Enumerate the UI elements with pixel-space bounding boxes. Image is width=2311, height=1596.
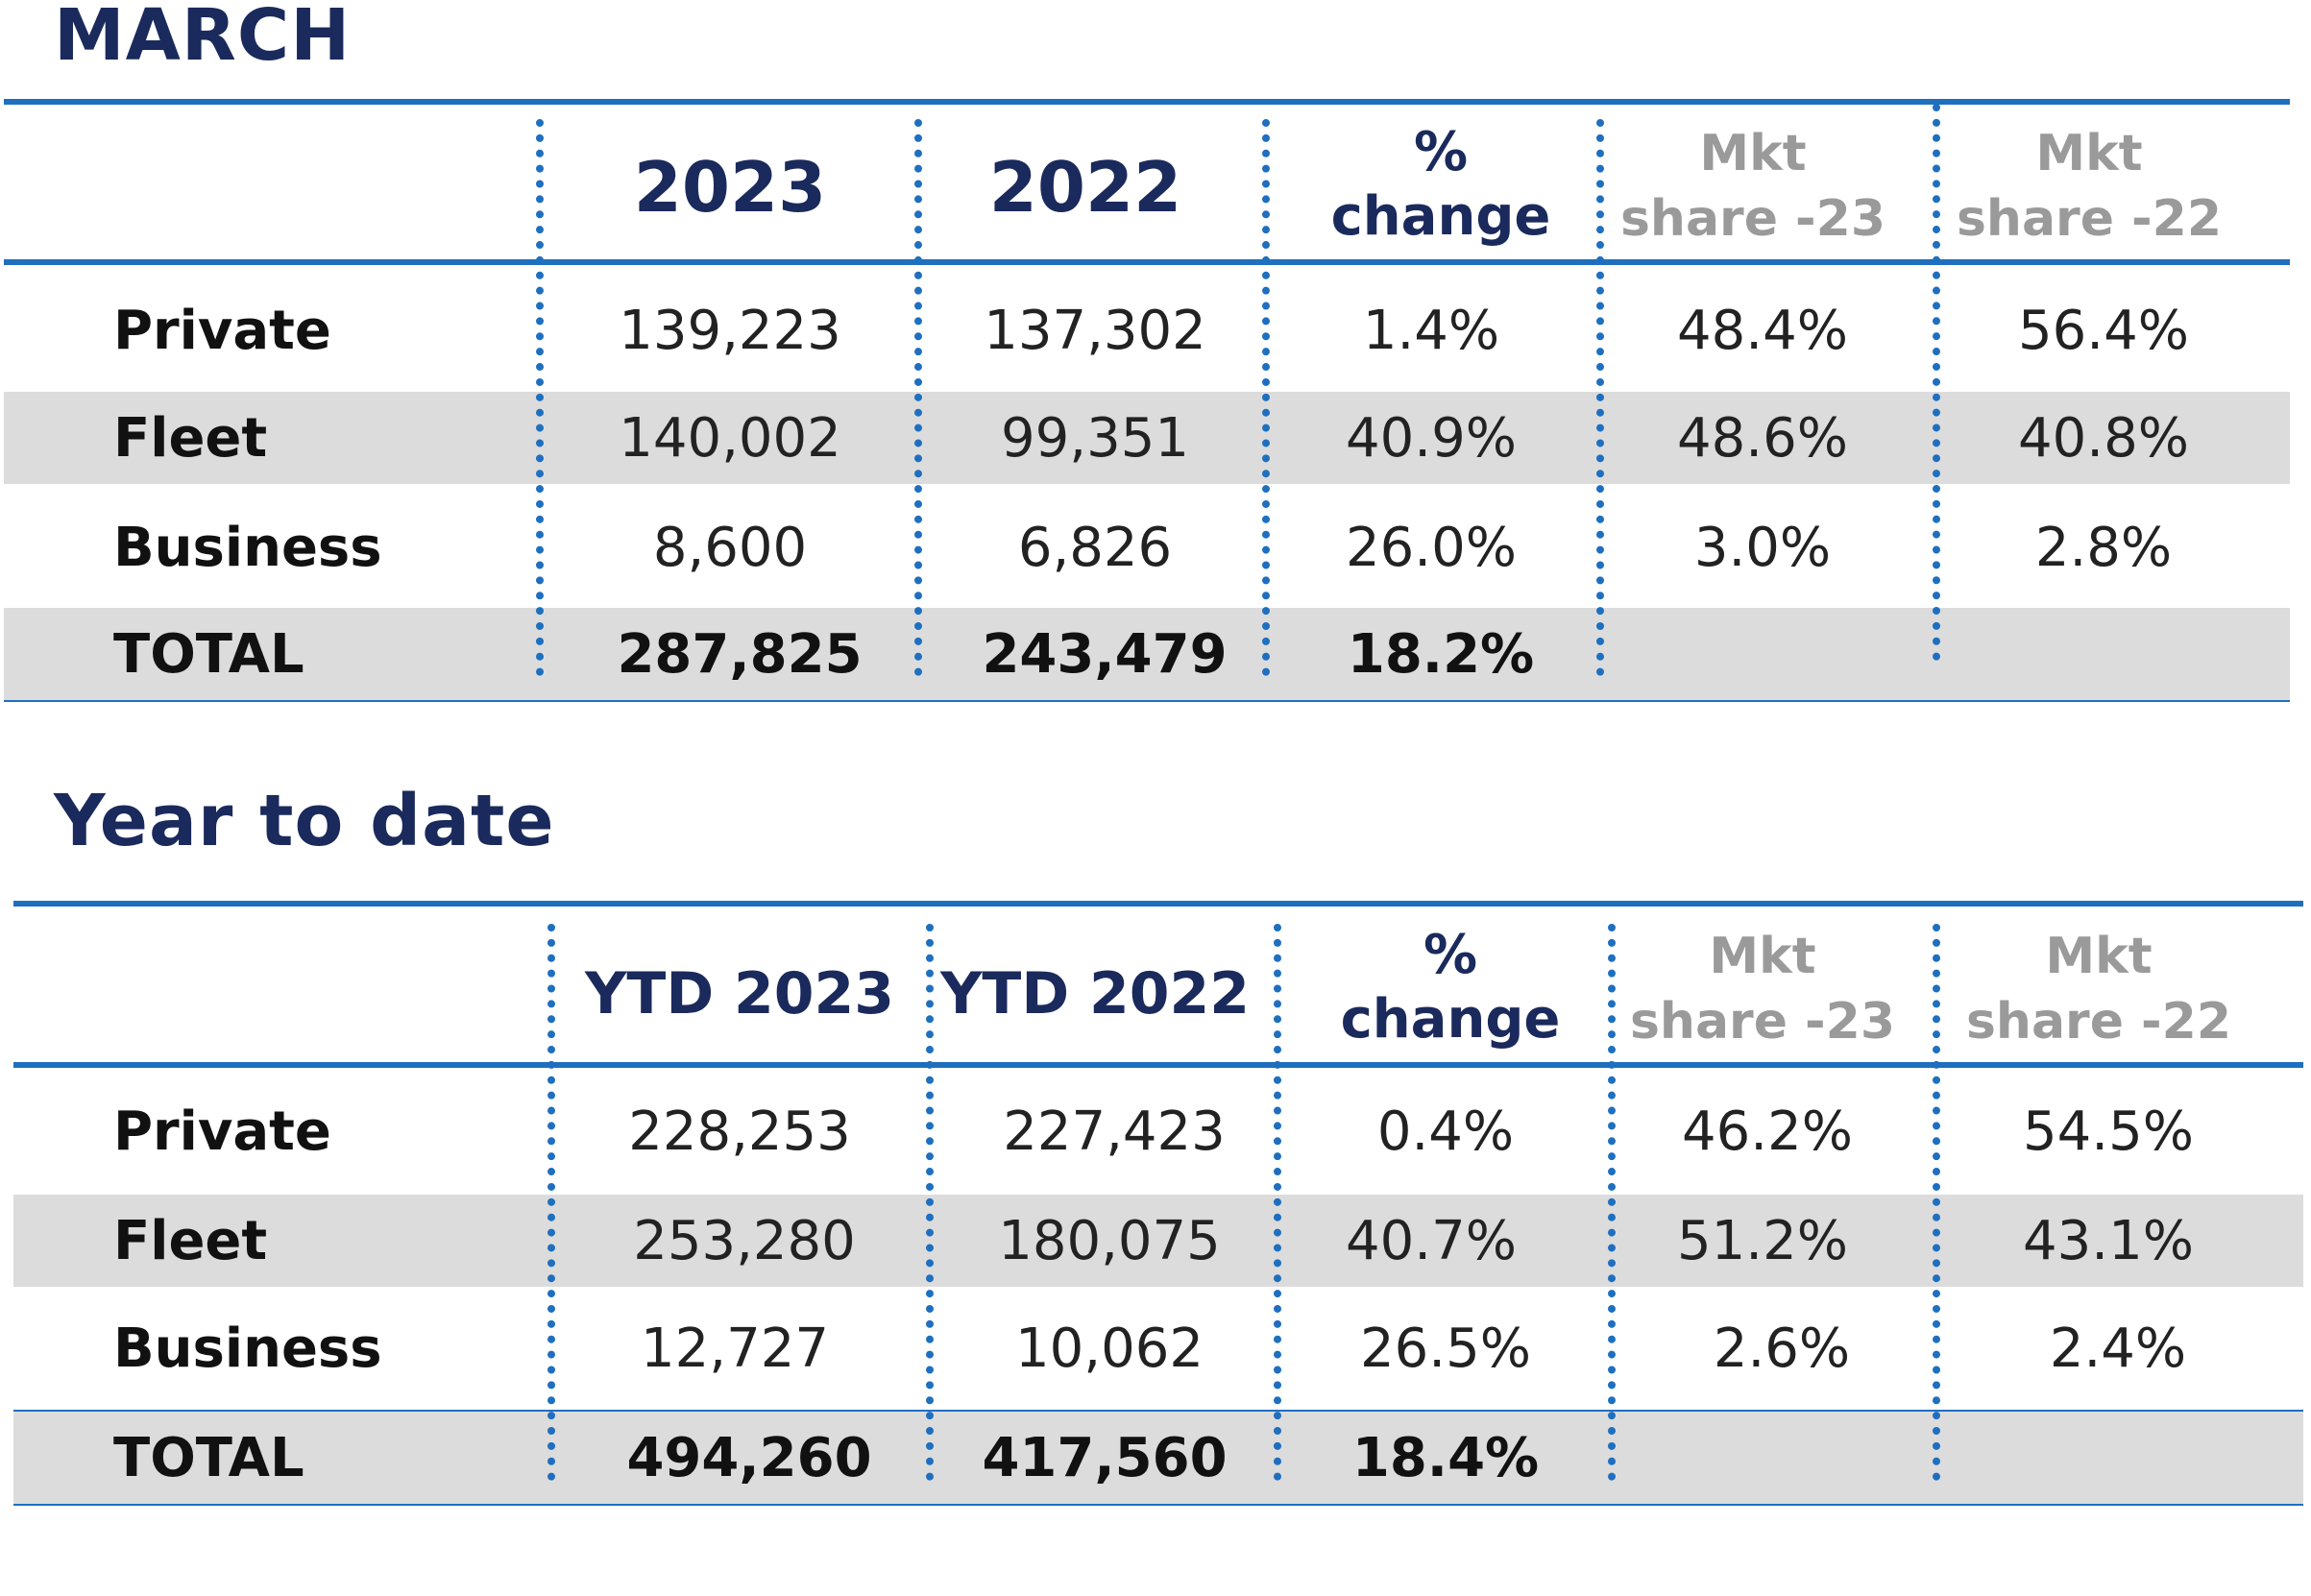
column-separator <box>1596 119 1604 676</box>
table-top-rule <box>13 901 2303 907</box>
cell-mkt-share-23: 3.0% <box>1693 516 1832 579</box>
header-bottom-rule <box>4 259 2290 265</box>
row-label-total: TOTAL <box>113 1426 304 1489</box>
header-share-word: share -23 <box>1619 190 1886 248</box>
total-top-rule <box>13 1410 2303 1412</box>
cell-2022: 137,302 <box>984 299 1206 362</box>
cell-2022: 99,351 <box>1001 406 1189 470</box>
header-share-word: share -22 <box>1965 993 2232 1051</box>
cell-total-ytd-2022: 417,560 <box>982 1426 1228 1489</box>
row-band-total <box>4 608 2290 700</box>
header-mkt-share-22: Mkt share -22 <box>1959 918 2238 1062</box>
table-bottom-rule <box>4 700 2290 702</box>
cell-pct-change: 40.7% <box>1346 1209 1517 1272</box>
cell-total-2022: 243,479 <box>982 622 1228 686</box>
section-title: Year to date <box>54 780 555 862</box>
header-mkt-share-22: Mkt share -22 <box>1950 115 2228 259</box>
header-mkt-word: Mkt <box>2035 125 2143 183</box>
cell-ytd-2023: 253,280 <box>633 1209 856 1272</box>
row-band-total <box>13 1412 2303 1504</box>
cell-pct-change: 0.4% <box>1376 1100 1515 1163</box>
header-bottom-rule <box>13 1062 2303 1068</box>
cell-ytd-2023: 12,727 <box>641 1317 829 1380</box>
column-separator <box>1933 104 1940 661</box>
header-mkt-word: Mkt <box>1699 125 1807 183</box>
cell-mkt-share-22: 54.5% <box>2023 1100 2194 1163</box>
row-label-total: TOTAL <box>113 622 304 686</box>
row-label-fleet: Fleet <box>113 1209 268 1272</box>
column-separator <box>1274 924 1281 1481</box>
header-mkt-share-23: Mkt share -23 <box>1623 918 1902 1062</box>
cell-total-pct-change: 18.2% <box>1347 622 1535 686</box>
cell-pct-change: 40.9% <box>1346 406 1517 470</box>
section-title: MARCH <box>54 0 352 77</box>
cell-mkt-share-22: 43.1% <box>2023 1209 2194 1272</box>
cell-total-ytd-2023: 494,260 <box>626 1426 872 1489</box>
cell-ytd-2023: 228,253 <box>628 1100 851 1163</box>
column-separator <box>547 924 555 1481</box>
header-mkt-word: Mkt <box>2045 928 2153 986</box>
column-separator <box>1933 924 1940 1481</box>
table-top-rule <box>4 99 2290 105</box>
table-bottom-rule <box>13 1504 2303 1506</box>
header-change-word: change <box>1340 988 1561 1051</box>
cell-2022: 6,826 <box>1017 516 1173 579</box>
row-label-private: Private <box>113 1100 331 1163</box>
cell-mkt-share-23: 48.4% <box>1677 299 1848 362</box>
cell-mkt-share-22: 2.4% <box>2049 1317 2187 1380</box>
row-band-fleet <box>13 1195 2303 1287</box>
ytd-table: YTD 2023 YTD 2022 % change Mkt share -23… <box>0 768 2311 1556</box>
header-pct-symbol: % <box>1413 120 1469 183</box>
cell-pct-change: 26.5% <box>1360 1317 1531 1380</box>
row-label-business: Business <box>113 1317 382 1380</box>
cell-2023: 8,600 <box>652 516 808 579</box>
cell-pct-change: 26.0% <box>1346 516 1517 579</box>
column-separator <box>926 924 934 1481</box>
column-separator <box>1608 924 1616 1481</box>
header-pct-change: % change <box>1277 108 1604 261</box>
cell-pct-change: 1.4% <box>1362 299 1500 362</box>
header-pct-change: % change <box>1287 910 1614 1064</box>
header-mkt-share-23: Mkt share -23 <box>1614 115 1892 259</box>
cell-mkt-share-23: 51.2% <box>1677 1209 1848 1272</box>
cell-ytd-2022: 10,062 <box>1015 1317 1204 1380</box>
header-2023: 2023 <box>633 147 827 228</box>
header-share-word: share -23 <box>1629 993 1896 1051</box>
cell-ytd-2022: 227,423 <box>1003 1100 1226 1163</box>
header-mkt-word: Mkt <box>1709 928 1816 986</box>
row-label-fleet: Fleet <box>113 406 268 470</box>
header-change-word: change <box>1330 185 1551 248</box>
cell-total-pct-change: 18.4% <box>1351 1426 1540 1489</box>
header-2022: 2022 <box>988 147 1182 228</box>
header-share-word: share -22 <box>1956 190 2223 248</box>
row-label-business: Business <box>113 516 382 579</box>
row-band-fleet <box>4 392 2290 484</box>
cell-2023: 139,223 <box>619 299 841 362</box>
header-ytd-2022: YTD 2022 <box>939 960 1251 1028</box>
march-section: MARCH 2023 2022 % change Mkt share -23 M… <box>0 0 2311 730</box>
cell-total-2023: 287,825 <box>617 622 863 686</box>
cell-mkt-share-23: 48.6% <box>1677 406 1848 470</box>
cell-ytd-2022: 180,075 <box>998 1209 1221 1272</box>
cell-mkt-share-22: 2.8% <box>2034 516 2173 579</box>
cell-2023: 140,002 <box>619 406 841 470</box>
cell-mkt-share-22: 40.8% <box>2018 406 2189 470</box>
column-separator <box>914 119 922 676</box>
header-pct-symbol: % <box>1423 923 1478 986</box>
cell-mkt-share-22: 56.4% <box>2018 299 2189 362</box>
row-label-private: Private <box>113 299 331 362</box>
cell-mkt-share-23: 2.6% <box>1713 1317 1851 1380</box>
column-separator <box>1262 119 1270 676</box>
cell-mkt-share-23: 46.2% <box>1682 1100 1853 1163</box>
ytd-section: Year to date YTD 2023 YTD 2022 % change … <box>0 768 2311 1556</box>
column-separator <box>536 119 544 676</box>
header-ytd-2023: YTD 2023 <box>584 960 895 1028</box>
march-table: 2023 2022 % change Mkt share -23 Mkt sha… <box>0 0 2311 730</box>
